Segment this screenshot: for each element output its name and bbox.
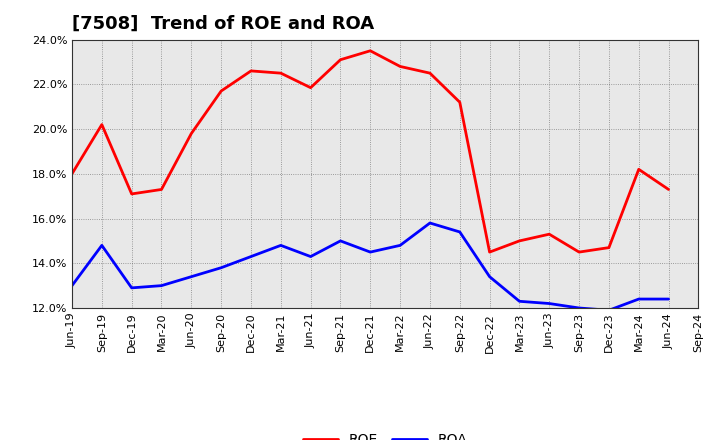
ROA [336, 238, 345, 244]
ROE [634, 167, 643, 172]
ROA [276, 243, 285, 248]
ROA [396, 243, 405, 248]
ROE [217, 88, 225, 94]
ROA [634, 297, 643, 302]
Legend: ROE, ROA: ROE, ROA [297, 428, 473, 440]
ROE [605, 245, 613, 250]
ROA [306, 254, 315, 259]
ROE [157, 187, 166, 192]
ROE [97, 122, 106, 127]
ROA [97, 243, 106, 248]
ROA [515, 299, 523, 304]
ROE [366, 48, 374, 53]
ROE [515, 238, 523, 244]
ROA [366, 249, 374, 255]
ROA [605, 308, 613, 313]
ROE [426, 70, 434, 76]
ROA [485, 274, 494, 279]
ROE [485, 249, 494, 255]
ROA [217, 265, 225, 270]
ROE [336, 57, 345, 62]
ROA [456, 229, 464, 235]
ROE [68, 171, 76, 176]
ROA [575, 305, 583, 311]
ROE [456, 99, 464, 105]
ROA [157, 283, 166, 288]
ROA [426, 220, 434, 226]
Line: ROA: ROA [72, 223, 669, 310]
ROE [665, 187, 673, 192]
ROE [306, 85, 315, 90]
ROE [247, 68, 256, 73]
ROA [247, 254, 256, 259]
ROE [187, 131, 196, 136]
ROA [127, 285, 136, 290]
ROE [276, 70, 285, 76]
ROA [545, 301, 554, 306]
ROA [68, 283, 76, 288]
Text: [7508]  Trend of ROE and ROA: [7508] Trend of ROE and ROA [72, 15, 374, 33]
ROE [575, 249, 583, 255]
ROE [545, 231, 554, 237]
ROE [396, 64, 405, 69]
ROA [187, 274, 196, 279]
ROA [665, 297, 673, 302]
ROE [127, 191, 136, 197]
Line: ROE: ROE [72, 51, 669, 252]
